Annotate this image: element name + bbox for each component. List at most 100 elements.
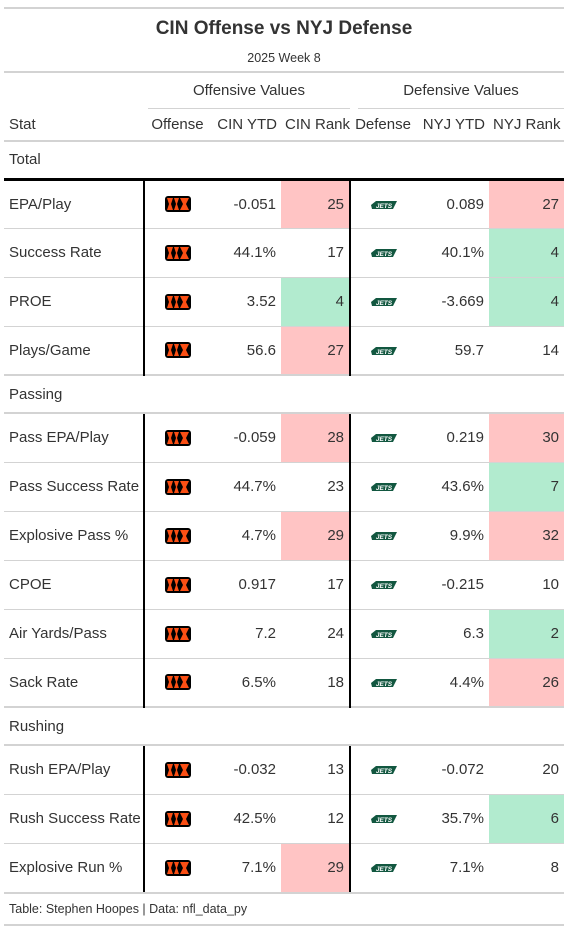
jets-logo-icon: JETS (369, 293, 399, 310)
cin-ytd-value: 44.1% (211, 227, 281, 277)
table-row: Sack Rate 6.5% 18 JETS 4.4% 26 (4, 657, 564, 707)
cin-ytd-value: 56.6 (211, 325, 281, 375)
jets-logo-icon: JETS (369, 429, 399, 446)
nyj-ytd-value: 0.089 (416, 178, 489, 228)
cin-rank-value: 17 (281, 227, 350, 277)
defense-logo-cell: JETS (349, 842, 416, 892)
col-header-defense: Defense (355, 116, 411, 133)
stat-name: Rush Success Rate (4, 793, 144, 843)
col-header-stat: Stat (9, 116, 36, 133)
stats-table-card: CIN Offense vs NYJ Defense 2025 Week 8 O… (4, 7, 564, 926)
table-row: Explosive Run % 7.1% 29 JETS 7.1% 8 (4, 842, 564, 892)
table-row: Explosive Pass % 4.7% 29 JETS 9.9% 32 (4, 510, 564, 560)
cin-rank-value: 13 (281, 744, 350, 794)
nyj-ytd-value: 40.1% (416, 227, 489, 277)
col-header-cin-ytd: CIN YTD (217, 116, 277, 133)
stat-name: EPA/Play (4, 178, 144, 228)
cin-rank-value: 23 (281, 461, 350, 511)
bengals-logo-icon (164, 341, 192, 359)
bengals-logo-icon (164, 624, 192, 642)
svg-text:JETS: JETS (375, 817, 392, 824)
nyj-ytd-value: 7.1% (416, 842, 489, 892)
stat-name: Pass Success Rate (4, 461, 144, 511)
table-row: Plays/Game 56.6 27 JETS 59.7 14 (4, 325, 564, 375)
bengals-logo-icon (164, 195, 192, 212)
footer-rule (4, 892, 564, 894)
cin-rank-value: 25 (281, 178, 350, 228)
defense-logo-cell: JETS (349, 510, 416, 560)
defense-logo-cell: JETS (349, 559, 416, 609)
nyj-rank-value: 4 (489, 227, 564, 277)
cin-ytd-value: 4.7% (211, 510, 281, 560)
offense-logo-cell (143, 842, 211, 892)
svg-text:JETS: JETS (375, 632, 392, 639)
nyj-rank-value: 26 (489, 657, 564, 707)
svg-text:JETS: JETS (375, 534, 392, 541)
cin-rank-value: 24 (281, 608, 350, 658)
nyj-rank-value: 10 (489, 559, 564, 609)
bengals-logo-icon (164, 761, 192, 778)
nyj-ytd-value: -0.215 (416, 559, 489, 609)
table-subtitle: 2025 Week 8 (247, 51, 321, 65)
offense-logo-cell (143, 178, 211, 228)
stat-name: Pass EPA/Play (4, 412, 144, 462)
jets-logo-icon: JETS (369, 625, 399, 642)
group-row-rushing: Rushing (4, 706, 564, 746)
jets-logo-icon: JETS (369, 859, 399, 876)
cin-ytd-value: -0.051 (211, 178, 281, 228)
stat-name: Sack Rate (4, 657, 144, 707)
bengals-logo-icon (164, 575, 192, 593)
jets-logo-icon: JETS (369, 576, 399, 593)
nyj-rank-value: 7 (489, 461, 564, 511)
defense-logo-cell: JETS (349, 227, 416, 277)
offense-spanner-label: Offensive Values (192, 82, 305, 99)
nyj-ytd-value: 6.3 (416, 608, 489, 658)
offense-logo-cell (143, 793, 211, 843)
cin-ytd-value: 0.917 (211, 559, 281, 609)
group-row-passing: Passing (4, 374, 564, 414)
jets-logo-icon: JETS (369, 196, 399, 213)
cin-rank-value: 12 (281, 793, 350, 843)
cin-ytd-value: 42.5% (211, 793, 281, 843)
svg-text:JETS: JETS (375, 583, 392, 590)
table-source-note: Table: Stephen Hoopes | Data: nfl_data_p… (9, 902, 248, 916)
group-row-total: Total (4, 141, 564, 181)
defense-logo-cell: JETS (349, 325, 416, 375)
bengals-logo-icon (164, 477, 192, 495)
stat-name: Success Rate (4, 227, 144, 277)
svg-text:JETS: JETS (375, 251, 392, 258)
bengals-logo-icon (164, 673, 192, 691)
defense-logo-cell: JETS (349, 793, 416, 843)
group-label: Total (4, 141, 564, 181)
defense-logo-cell: JETS (349, 608, 416, 658)
cin-ytd-value: -0.059 (211, 412, 281, 462)
defense-logo-cell: JETS (349, 276, 416, 326)
stat-name: Air Yards/Pass (4, 608, 144, 658)
nyj-ytd-value: 35.7% (416, 793, 489, 843)
nyj-ytd-value: 9.9% (416, 510, 489, 560)
offense-logo-cell (143, 276, 211, 326)
offense-logo-cell (143, 227, 211, 277)
offense-logo-cell (143, 325, 211, 375)
stats-table: Stat Offense CIN YTD CIN Rank Defense NY… (4, 109, 564, 892)
table-row: Success Rate 44.1% 17 JETS 40.1% 4 (4, 227, 564, 277)
nyj-rank-value: 8 (489, 842, 564, 892)
offense-logo-cell (143, 461, 211, 511)
jets-logo-icon: JETS (369, 810, 399, 827)
bengals-logo-icon (164, 526, 192, 544)
nyj-rank-value: 20 (489, 744, 564, 794)
table-row: Pass Success Rate 44.7% 23 JETS 43.6% 7 (4, 461, 564, 511)
svg-text:JETS: JETS (375, 485, 392, 492)
col-header-cin-rank: CIN Rank (285, 116, 351, 133)
cin-rank-value: 18 (281, 657, 350, 707)
cin-ytd-value: -0.032 (211, 744, 281, 794)
jets-logo-icon: JETS (369, 244, 399, 261)
svg-text:JETS: JETS (375, 436, 392, 443)
cin-rank-value: 4 (281, 276, 350, 326)
table-title: CIN Offense vs NYJ Defense (155, 18, 413, 39)
defense-logo-cell: JETS (349, 178, 416, 228)
jets-logo-icon: JETS (369, 527, 399, 544)
defense-spanner: Defensive Values (358, 73, 564, 109)
table-row: Air Yards/Pass 7.2 24 JETS 6.3 2 (4, 608, 564, 658)
svg-text:JETS: JETS (375, 202, 392, 209)
